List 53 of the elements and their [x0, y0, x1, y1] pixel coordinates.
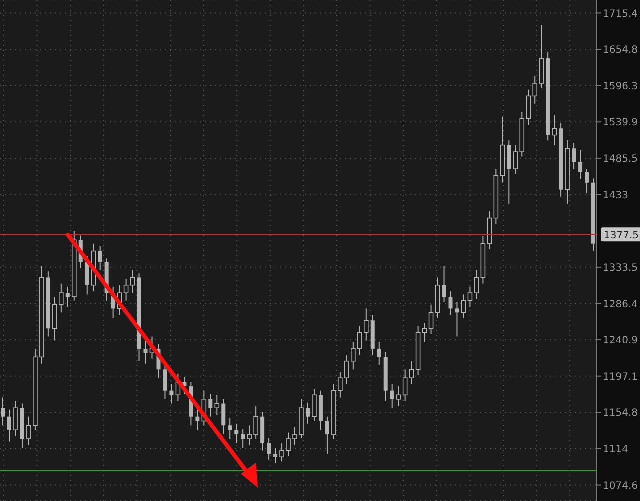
y-tick-label: 1240.9 — [603, 336, 638, 347]
ref-line-label: 1377.5 — [604, 230, 639, 242]
candlestick — [208, 394, 213, 418]
y-tick-label: 1485.5 — [603, 154, 638, 166]
y-tick-label: 1154.8 — [603, 408, 638, 420]
candlestick — [585, 168, 590, 194]
candlestick — [130, 270, 136, 294]
y-tick-label: 1715.4 — [603, 8, 638, 20]
candlestick — [14, 400, 18, 437]
y-tick-label: 1654.8 — [603, 45, 638, 56]
candlestick — [7, 409, 12, 442]
candlestick — [402, 369, 408, 402]
y-tick-label: 1197.1 — [603, 372, 638, 383]
y-tick-label: 1433 — [603, 190, 628, 202]
candlestick — [455, 302, 460, 338]
y-tick-label: 1539.9 — [603, 118, 638, 129]
candlestick — [222, 398, 226, 436]
candlestick — [312, 388, 317, 422]
candlestick — [377, 342, 382, 366]
candlestick — [124, 278, 129, 302]
candlestick — [1, 397, 5, 426]
candlestick — [241, 428, 246, 449]
candlestick — [214, 394, 220, 416]
candlestick — [428, 304, 434, 335]
y-tick-label: 1333.5 — [603, 262, 638, 274]
y-tick-label: 1286.4 — [603, 299, 638, 310]
y-tick-label: 1596.3 — [603, 81, 638, 92]
candlestick — [144, 340, 148, 364]
y-tick-label: 1074.6 — [603, 480, 638, 492]
candlestick — [66, 286, 70, 308]
candlestick — [474, 270, 480, 300]
candlestick — [572, 142, 576, 170]
candlestick — [552, 115, 557, 146]
candlestick — [170, 384, 174, 404]
y-tick-label: 1114 — [603, 444, 628, 456]
candlestick — [325, 416, 330, 455]
candlestick — [98, 246, 102, 271]
candlestick — [448, 291, 453, 316]
candlestick — [422, 322, 428, 343]
candlestick — [234, 423, 239, 444]
candlestick — [461, 294, 466, 319]
candlestick — [196, 409, 200, 431]
candlestick — [442, 266, 446, 303]
candlestick — [578, 149, 583, 180]
candlestick — [396, 386, 402, 407]
candlestick — [409, 360, 414, 385]
candlestick — [306, 402, 310, 424]
candlestick — [228, 418, 232, 440]
candlestick — [468, 286, 473, 308]
candlestick — [267, 438, 272, 460]
candlestick — [507, 140, 512, 204]
candlestick — [274, 448, 278, 464]
candlestick — [390, 384, 394, 409]
